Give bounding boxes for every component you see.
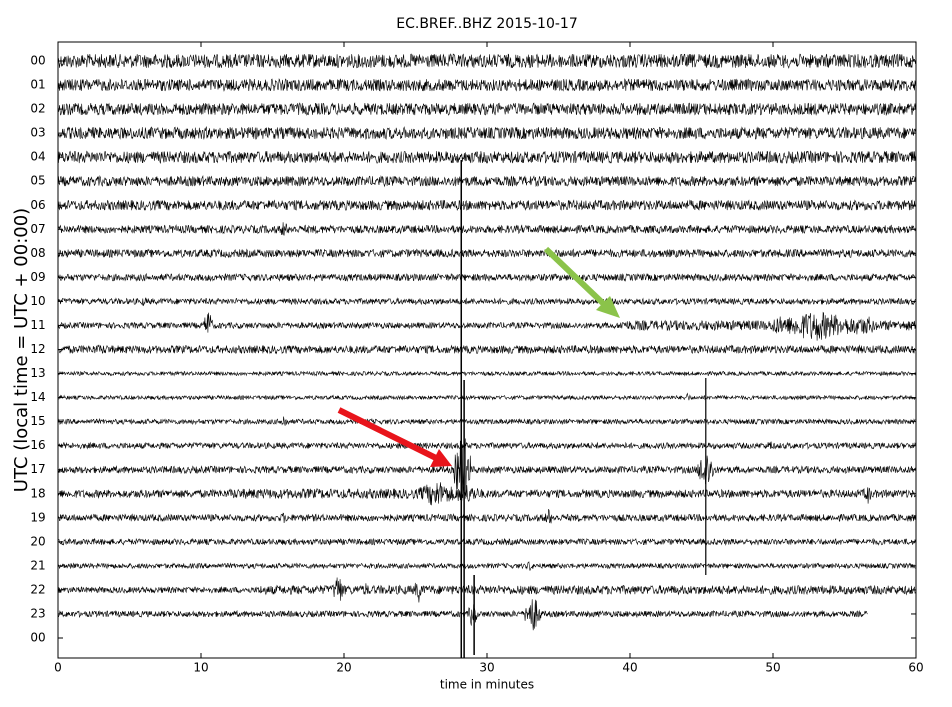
trace	[57, 297, 917, 307]
x-tick-label: 30	[479, 661, 494, 675]
y-tick-label: 20	[30, 534, 45, 548]
x-tick-label: 0	[54, 661, 62, 675]
y-tick-label: 11	[30, 318, 45, 332]
y-tick-label: 19	[30, 510, 45, 524]
trace	[57, 599, 868, 631]
trace	[57, 537, 917, 546]
y-tick-label: 15	[30, 414, 45, 428]
red-arrow	[337, 407, 440, 462]
y-tick-label: 06	[30, 198, 45, 212]
y-tick-label: 00	[30, 631, 45, 645]
x-tick-label: 40	[622, 661, 637, 675]
trace	[57, 561, 917, 571]
traces	[57, 53, 917, 658]
y-tick-label: 22	[30, 582, 45, 596]
red-arrow-head	[430, 449, 452, 467]
y-tick-label: 16	[30, 438, 45, 452]
y-tick-label: 05	[30, 174, 45, 188]
y-tick-label: 07	[30, 222, 45, 236]
y-tick-label: 01	[30, 78, 45, 92]
trace	[57, 150, 917, 165]
chart-title: EC.BREF..BHZ 2015-10-17	[396, 16, 578, 32]
y-tick-label: 02	[30, 102, 45, 116]
y-tick-label: 10	[30, 294, 45, 308]
y-tick-label: 00	[30, 54, 45, 68]
green-arrow-head	[596, 296, 620, 318]
trace	[57, 272, 917, 282]
y-tick-label: 13	[30, 366, 45, 380]
green-arrow	[543, 246, 611, 311]
trace	[57, 416, 917, 426]
y-tick-label: 12	[30, 342, 45, 356]
y-tick-label: 09	[30, 270, 45, 284]
trace	[57, 199, 917, 212]
x-tick-label: 20	[336, 661, 351, 675]
x-tick-label: 60	[908, 661, 923, 675]
trace	[57, 311, 917, 341]
y-tick-label: 14	[30, 390, 45, 404]
x-axis-label: time in minutes	[440, 678, 534, 692]
y-axis-label: UTC (local time = UTC + 00:00)	[11, 208, 32, 492]
y-tick-label: 08	[30, 246, 45, 260]
y-tick-label: 04	[30, 150, 45, 164]
y-tick-label: 03	[30, 126, 45, 140]
trace	[57, 509, 917, 524]
trace	[58, 370, 917, 377]
trace	[57, 53, 917, 69]
y-tick-label: 21	[30, 558, 45, 572]
annotation-arrows	[337, 246, 620, 467]
y-tick-label: 18	[30, 486, 45, 500]
x-tick-label: 10	[193, 661, 208, 675]
x-tick-label: 50	[765, 661, 780, 675]
trace	[57, 175, 917, 188]
trace	[57, 392, 917, 401]
trace	[57, 482, 917, 506]
trace	[57, 222, 917, 236]
trace	[57, 438, 917, 502]
y-tick-label: 17	[30, 462, 45, 476]
y-tick-label: 23	[30, 606, 45, 620]
trace	[57, 78, 917, 92]
trace	[57, 248, 917, 259]
trace	[57, 344, 917, 355]
trace	[57, 577, 917, 603]
trace	[58, 102, 917, 117]
trace	[57, 126, 917, 140]
trace	[57, 441, 917, 450]
